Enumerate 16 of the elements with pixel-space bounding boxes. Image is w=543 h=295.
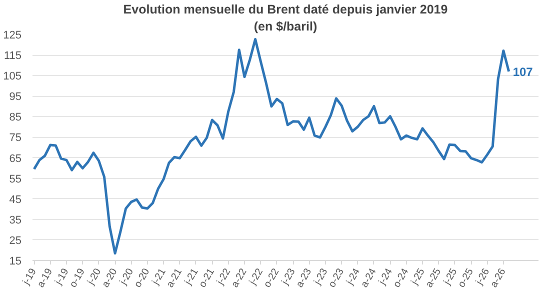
chart-title: Evolution mensuelle du Brent daté depuis janvier 2019 xyxy=(123,2,448,16)
y-tick-label: 25 xyxy=(9,234,22,247)
y-tick-label: 35 xyxy=(9,214,22,226)
y-tick-label: 105 xyxy=(3,70,22,83)
y-tick-label: 125 xyxy=(3,30,22,42)
data-label: 107 xyxy=(512,64,534,79)
y-tick-label: 115 xyxy=(4,50,22,62)
chart-subtitle: (en $/baril) xyxy=(254,20,318,34)
line-series xyxy=(32,38,510,255)
y-tick-label: 65 xyxy=(9,152,22,165)
y-tick-label: 85 xyxy=(9,112,22,124)
y-tick-label: 45 xyxy=(9,194,22,206)
y-tick-label: 75 xyxy=(9,132,22,144)
y-tick-label: 55 xyxy=(9,173,22,186)
y-tick-label: 95 xyxy=(9,91,22,104)
y-tick-label: 15 xyxy=(9,256,22,268)
